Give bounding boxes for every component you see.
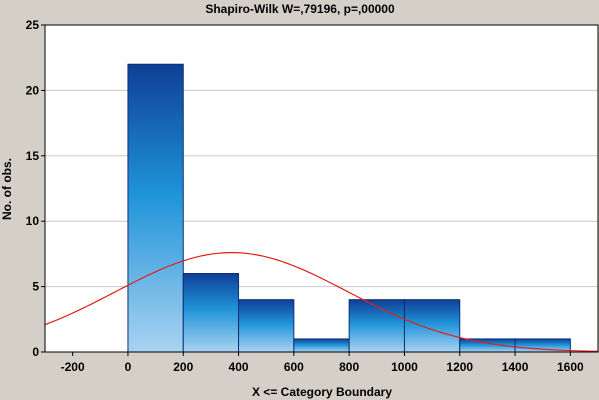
histogram-bar bbox=[293, 338, 350, 353]
x-tick-label: 0 bbox=[125, 360, 132, 374]
y-tick-label: 25 bbox=[26, 18, 40, 32]
x-tick-label: 1400 bbox=[502, 360, 529, 374]
chart-title: Shapiro-Wilk W=,79196, p=,00000 bbox=[205, 2, 395, 16]
y-tick-label: 20 bbox=[26, 83, 40, 97]
normal-fit-curve bbox=[45, 251, 598, 352]
x-axis-title: X <= Category Boundary bbox=[252, 385, 392, 399]
x-tick-label: 200 bbox=[173, 360, 193, 374]
y-tick-label: 10 bbox=[26, 214, 40, 228]
x-tick-label: 600 bbox=[284, 360, 304, 374]
histogram-bar bbox=[403, 299, 461, 353]
x-tick-label: 1000 bbox=[391, 360, 418, 374]
x-tick-label: 400 bbox=[229, 360, 249, 374]
y-tick-label: 15 bbox=[26, 149, 40, 163]
x-axis: -200 0 200 400 600 800 1000 1200 1400 1600 bbox=[61, 352, 584, 374]
y-tick-label: 0 bbox=[32, 345, 39, 359]
histogram-bar bbox=[348, 299, 405, 353]
y-axis-title: No. of obs. bbox=[0, 158, 14, 220]
y-axis: 0 5 10 15 20 25 bbox=[26, 18, 45, 359]
x-tick-label: 1200 bbox=[446, 360, 473, 374]
histogram-bar bbox=[238, 299, 295, 353]
histogram-bar bbox=[127, 63, 184, 353]
x-tick-label: 1600 bbox=[557, 360, 584, 374]
plot-frame bbox=[44, 24, 599, 353]
x-tick-label: -200 bbox=[61, 360, 85, 374]
y-tick-label: 5 bbox=[32, 280, 39, 294]
histogram-bar bbox=[182, 273, 240, 353]
x-tick-label: 800 bbox=[339, 360, 359, 374]
